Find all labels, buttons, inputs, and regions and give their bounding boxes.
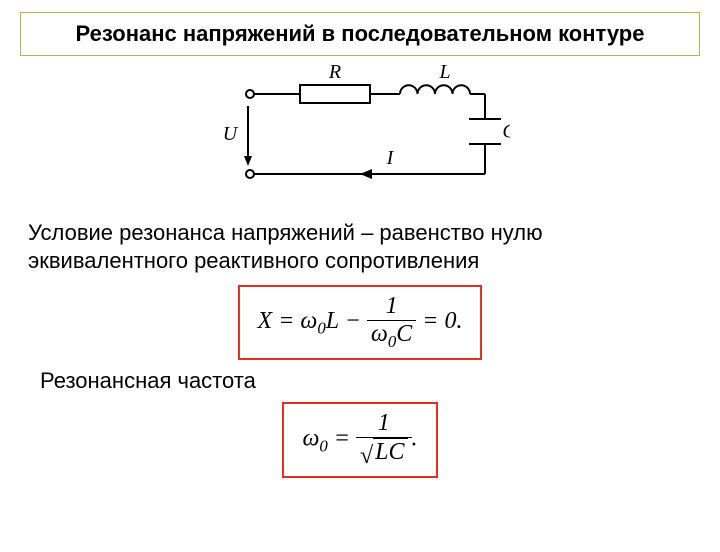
formula-frequency-wrap: ω0 = 1√LC. [0,402,720,478]
sym-eq: = [272,308,300,334]
f2-period: . [412,426,418,452]
paragraph-text: Условие резонанса напряжений – равенство… [28,220,543,273]
den-sub0: 0 [388,332,396,351]
svg-text:U: U [223,123,239,145]
resonant-frequency-label: Резонансная частота [40,368,680,394]
sym-omega: ω [300,308,317,334]
sym-eq0: = 0. [416,308,462,334]
sqrt-sign: √ [360,443,373,470]
f2-omega: ω [302,426,319,452]
sym-L: L [326,308,339,334]
title-box: Резонанс напряжений в последовательном к… [20,12,700,56]
svg-text:C: C [502,121,510,143]
den-C: C [396,321,412,347]
fraction: 1ω0C [367,293,416,352]
f2-sub0: 0 [319,436,327,455]
f2-fraction: 1√LC [356,410,412,470]
frac-den: ω0C [367,321,416,352]
sym-X: X [258,308,273,334]
frac-num: 1 [367,293,416,321]
circuit-svg: R L C U I [210,64,510,204]
svg-text:L: L [438,64,450,83]
f2-num: 1 [356,410,412,438]
formula-reactance: X = ω0L − 1ω0C = 0. [238,285,483,360]
f2-eq: = [328,426,356,452]
title-text: Резонанс напряжений в последовательном к… [76,21,645,46]
sqrt-content: LC [373,438,407,466]
formula-reactance-wrap: X = ω0L − 1ω0C = 0. [0,285,720,360]
f2-den: √LC [356,438,412,470]
svg-text:I: I [386,147,395,169]
circuit-diagram: R L C U I [0,64,720,209]
den-omega: ω [371,321,388,347]
sym-minus: − [339,308,367,334]
sub-label-text: Резонансная частота [40,368,256,393]
svg-text:R: R [328,64,341,83]
sym-sub0: 0 [317,319,325,338]
formula-frequency: ω0 = 1√LC. [282,402,437,478]
resonance-condition-text: Условие резонанса напряжений – равенство… [28,219,692,275]
